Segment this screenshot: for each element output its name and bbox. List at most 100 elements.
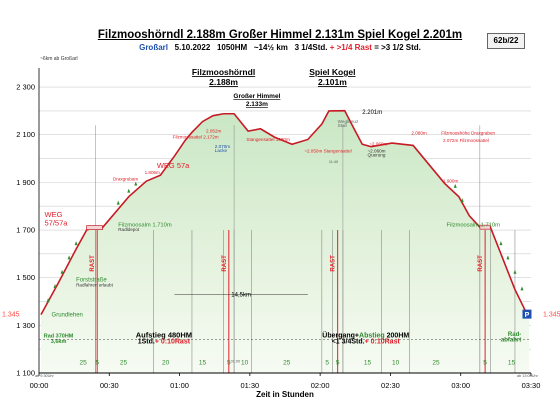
rest-markers: RAST RAST RAST RAST: [90, 230, 486, 373]
traverse-time-rest: + 0:10Rast: [365, 339, 401, 346]
tree-mark: [53, 283, 57, 288]
subtitle-start: 1050HM: [216, 43, 248, 52]
ascent-time: 1Std.+ 0:10Rast: [138, 339, 191, 346]
annotation: WEG: [45, 210, 63, 219]
tree-mark: [453, 183, 457, 188]
annotation: 1.806m: [145, 170, 160, 175]
segment-dividers: [95, 125, 516, 373]
segment-minutes: 5: [227, 360, 231, 367]
tiny-time: 01:00: [231, 359, 241, 363]
annotation: Querung: [368, 153, 386, 158]
traverse-time: <1 3/4Std.+ 0:10Rast: [332, 339, 401, 346]
x-tick-label: 03:00: [451, 381, 470, 390]
bike-descent-label-2: abfahrt: [501, 338, 521, 344]
ascent-time-main: 1Std.: [138, 339, 155, 346]
tree-mark: [513, 269, 517, 274]
annotation: 57/57a: [45, 218, 69, 227]
annotation: ~2.060m: [368, 149, 386, 154]
annotation: Radldepot: [118, 227, 140, 232]
y-tick-label: 1 500: [16, 273, 35, 282]
tour-id-badge: 62b/22: [487, 33, 525, 49]
start-height-label: 1.345: [2, 312, 20, 319]
segment-minutes: 15: [508, 360, 516, 367]
x-tick-label: 02:30: [381, 381, 400, 390]
bike-ascent-hm: Rad 370HM: [44, 333, 74, 339]
tiny-time: 11:40: [329, 160, 338, 164]
subtitle-date: 5.10.2022: [174, 43, 211, 52]
segment-minutes: 20: [162, 360, 170, 367]
descent-label: Abstieg: [359, 332, 385, 339]
ascent-hm: Aufstieg 480HM: [136, 330, 192, 339]
rest-label: RAST: [478, 255, 484, 272]
bike-descent-label-1: Rad-: [508, 332, 521, 338]
annotation: 2.052m: [206, 128, 221, 133]
segment-minutes: 25: [283, 360, 291, 367]
peak-height: 2.188m: [209, 77, 238, 87]
rest-label: RAST: [222, 255, 228, 272]
alm-plateau: [86, 225, 103, 230]
annotation: 1.900m: [443, 178, 458, 183]
annotation: Lacke: [215, 148, 228, 153]
alm-plateau: [479, 224, 491, 230]
annotation: Grundlehen: [52, 312, 83, 318]
tree-mark: [499, 241, 503, 246]
peak-name: Spiel Kogel: [309, 67, 355, 77]
end-height-label: 1.345: [543, 312, 560, 319]
segment-minutes: 5: [325, 360, 329, 367]
segment-minutes: 15: [199, 360, 207, 367]
annotation: Draxgrubam: [113, 176, 138, 181]
tree-mark: [520, 286, 524, 291]
tree-mark: [134, 181, 138, 186]
rest-label: RAST: [331, 255, 337, 272]
subtitle-place: Großarl: [139, 43, 168, 52]
parking-icon: [522, 309, 532, 319]
annotation: 2.072m Filzmoossattel: [443, 138, 489, 143]
profile-area: [41, 110, 529, 373]
traverse-hm-value: 200HM: [385, 332, 410, 339]
segment-minutes: 10: [241, 360, 249, 367]
tree-mark: [127, 188, 131, 193]
annotation: WEG 57a: [157, 161, 190, 170]
y-tick-label: 2 300: [16, 83, 35, 92]
x-tick-label: 00:00: [30, 381, 49, 390]
segment-minutes: 25: [80, 360, 88, 367]
peak-name: Filzmooshörndl: [192, 67, 255, 77]
tree-mark: [74, 241, 78, 246]
profile-line: [40, 109, 530, 319]
segment-minutes: 25: [120, 360, 128, 367]
axes: 1 100 1 300 1 500 1 700 1 900 2 100 2 300 00:00…: [16, 68, 540, 399]
subtitle-rest: + >1/4 Rast: [329, 43, 372, 52]
y-tick-label: 1 700: [16, 226, 35, 235]
x-axis-label: Zeit in Stunden: [256, 390, 314, 399]
x-tick-label: 03:30: [522, 381, 541, 390]
tree-mark: [67, 255, 71, 260]
parking-label: P: [525, 312, 530, 319]
segment-minutes: 5: [95, 360, 99, 367]
peak-height: 2.101m: [318, 77, 347, 87]
segment-minutes: 5: [336, 360, 340, 367]
tree-mark: [506, 255, 510, 260]
segment-minutes: 10: [392, 360, 400, 367]
y-tick-label: 1 300: [16, 321, 35, 330]
traverse-label: Übergang+: [322, 330, 359, 339]
annotation: Filzmoossattel 2.172m: [173, 135, 219, 140]
x-tick-label: 01:00: [170, 381, 189, 390]
distance-note: ~6km ab Großarl: [40, 56, 78, 62]
tree-mark: [46, 298, 50, 303]
y-tick-label: 1 100: [16, 369, 35, 378]
peak-height: 2.133m: [246, 101, 268, 108]
tree-mark: [460, 198, 464, 203]
tree-mark: [60, 269, 64, 274]
end-time-label: ab 13:00Uhr: [517, 374, 539, 378]
y-tick-label: 1 900: [16, 178, 35, 187]
annotation: Filzmoosalm 1.710m: [118, 222, 172, 228]
bike-ascent-km: 3,6km: [51, 339, 67, 345]
annotation: 2.080m: [411, 131, 426, 136]
chart-subtitle: Großarl 5.10.2022 1050HM ~14½ km 3 1/4St…: [0, 43, 560, 52]
x-tick-label: 02:00: [311, 381, 330, 390]
annotation: ~2.050m Stangensattel: [304, 149, 351, 154]
traverse-time-main: <1 3/4Std.: [332, 339, 365, 346]
peak-name: Großer Himmel: [233, 93, 280, 100]
